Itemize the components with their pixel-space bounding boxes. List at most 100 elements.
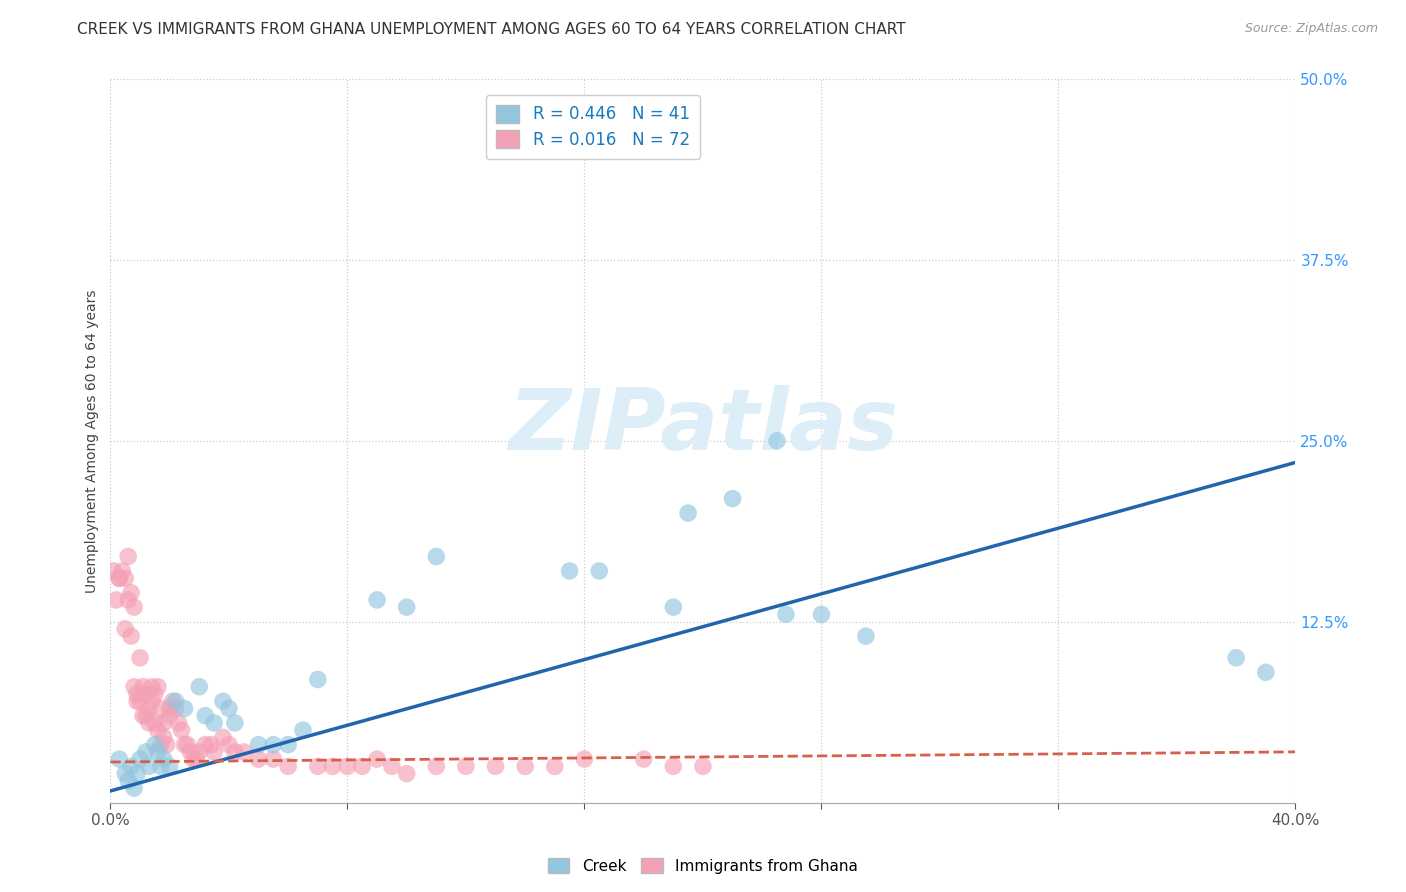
Point bbox=[135, 687, 157, 701]
Text: ZIPatlas: ZIPatlas bbox=[508, 384, 898, 467]
Point bbox=[247, 752, 270, 766]
Point bbox=[170, 723, 193, 738]
Text: CREEK VS IMMIGRANTS FROM GHANA UNEMPLOYMENT AMONG AGES 60 TO 64 YEARS CORRELATIO: CREEK VS IMMIGRANTS FROM GHANA UNEMPLOYM… bbox=[77, 22, 905, 37]
Point bbox=[194, 708, 217, 723]
Point bbox=[173, 701, 195, 715]
Point bbox=[676, 506, 699, 520]
Point bbox=[633, 752, 655, 766]
Point bbox=[114, 622, 136, 636]
Point bbox=[173, 738, 195, 752]
Point bbox=[146, 680, 169, 694]
Point bbox=[1225, 650, 1247, 665]
Point bbox=[152, 715, 174, 730]
Point bbox=[721, 491, 744, 506]
Point bbox=[515, 759, 537, 773]
Point bbox=[141, 694, 163, 708]
Point bbox=[662, 600, 685, 615]
Point bbox=[194, 738, 217, 752]
Point bbox=[146, 745, 169, 759]
Point bbox=[188, 680, 211, 694]
Point bbox=[484, 759, 506, 773]
Point bbox=[103, 564, 125, 578]
Point bbox=[159, 759, 181, 773]
Point bbox=[425, 759, 447, 773]
Point bbox=[138, 701, 160, 715]
Point bbox=[125, 687, 148, 701]
Point bbox=[262, 752, 284, 766]
Point bbox=[165, 694, 187, 708]
Point bbox=[122, 780, 145, 795]
Legend: R = 0.446   N = 41, R = 0.016   N = 72: R = 0.446 N = 41, R = 0.016 N = 72 bbox=[486, 95, 700, 159]
Point bbox=[766, 434, 789, 448]
Point bbox=[152, 752, 174, 766]
Point bbox=[129, 752, 152, 766]
Point bbox=[224, 715, 246, 730]
Point bbox=[366, 593, 388, 607]
Point bbox=[176, 738, 198, 752]
Point bbox=[149, 759, 172, 773]
Point bbox=[114, 766, 136, 780]
Point bbox=[165, 701, 187, 715]
Point bbox=[125, 766, 148, 780]
Point bbox=[262, 738, 284, 752]
Point bbox=[232, 745, 254, 759]
Point bbox=[159, 708, 181, 723]
Point bbox=[662, 759, 685, 773]
Point bbox=[366, 752, 388, 766]
Point bbox=[138, 759, 160, 773]
Point bbox=[108, 571, 131, 585]
Point bbox=[588, 564, 610, 578]
Point bbox=[152, 731, 174, 745]
Point bbox=[120, 629, 142, 643]
Point bbox=[277, 759, 299, 773]
Point bbox=[167, 715, 190, 730]
Point bbox=[108, 752, 131, 766]
Point bbox=[855, 629, 877, 643]
Point bbox=[122, 600, 145, 615]
Point bbox=[212, 731, 235, 745]
Point bbox=[143, 715, 166, 730]
Point bbox=[117, 593, 139, 607]
Point bbox=[322, 759, 344, 773]
Point bbox=[125, 694, 148, 708]
Point bbox=[141, 680, 163, 694]
Point bbox=[143, 738, 166, 752]
Point bbox=[200, 738, 222, 752]
Point bbox=[352, 759, 374, 773]
Point bbox=[186, 752, 208, 766]
Point bbox=[395, 766, 418, 780]
Point bbox=[395, 600, 418, 615]
Legend: Creek, Immigrants from Ghana: Creek, Immigrants from Ghana bbox=[541, 852, 865, 880]
Point bbox=[108, 571, 131, 585]
Point bbox=[212, 694, 235, 708]
Point bbox=[162, 694, 184, 708]
Point bbox=[381, 759, 404, 773]
Point bbox=[692, 759, 714, 773]
Point bbox=[224, 745, 246, 759]
Point bbox=[135, 708, 157, 723]
Point bbox=[117, 549, 139, 564]
Point bbox=[129, 694, 152, 708]
Point bbox=[307, 759, 329, 773]
Point bbox=[247, 738, 270, 752]
Point bbox=[179, 745, 201, 759]
Point bbox=[307, 673, 329, 687]
Point bbox=[156, 738, 179, 752]
Point bbox=[149, 738, 172, 752]
Point bbox=[129, 650, 152, 665]
Point bbox=[138, 715, 160, 730]
Point bbox=[1254, 665, 1277, 680]
Point bbox=[143, 687, 166, 701]
Point bbox=[183, 752, 205, 766]
Point bbox=[574, 752, 596, 766]
Point bbox=[122, 680, 145, 694]
Point bbox=[218, 738, 240, 752]
Point bbox=[218, 701, 240, 715]
Point bbox=[117, 773, 139, 788]
Point bbox=[454, 759, 477, 773]
Point bbox=[188, 745, 211, 759]
Point bbox=[120, 759, 142, 773]
Y-axis label: Unemployment Among Ages 60 to 64 years: Unemployment Among Ages 60 to 64 years bbox=[86, 289, 100, 592]
Text: Source: ZipAtlas.com: Source: ZipAtlas.com bbox=[1244, 22, 1378, 36]
Point bbox=[132, 680, 155, 694]
